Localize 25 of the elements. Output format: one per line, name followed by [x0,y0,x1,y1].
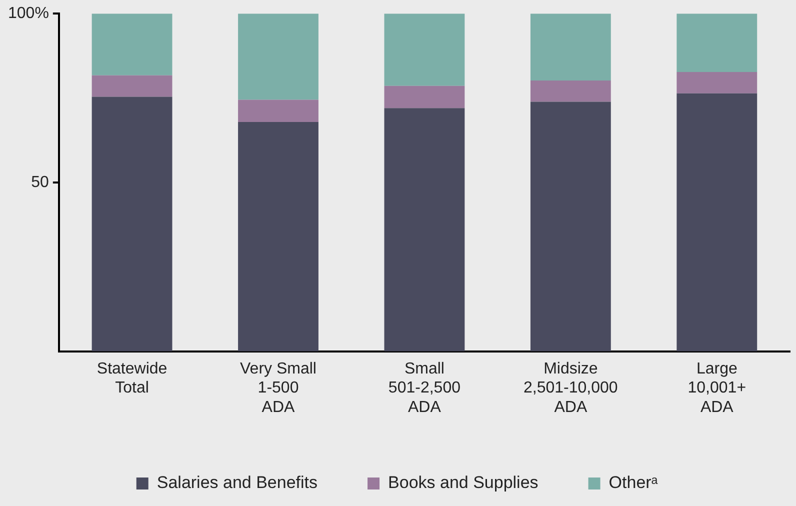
bar [92,96,172,352]
legend-label: Otherᵃ [608,473,658,492]
x-tick-label: Very Small 1-500 ADA [240,360,316,416]
bar [384,86,465,108]
bar [238,14,318,100]
bar [676,72,758,94]
bar [530,14,611,80]
bar [676,93,758,352]
x-tick-label: Small 501-2,500 ADA [388,360,461,416]
legend-label: Salaries and Benefits [156,473,318,492]
bar [530,80,611,102]
y-tick-label: 50 [31,174,50,191]
bar [238,122,318,352]
x-tick-label: Statewide Total [96,360,168,397]
y-tick-label: 100% [8,5,49,22]
x-tick-label: Midsize 2,501-10,000 ADA [524,360,618,416]
legend-label: Books and Supplies [388,473,538,492]
x-tick-label: Large 10,001+ ADA [688,360,746,416]
bar [384,108,465,352]
bar [384,14,465,86]
bar [530,102,611,352]
bar [238,100,318,122]
bar [92,75,172,97]
bar [92,14,172,76]
bar [676,14,758,72]
